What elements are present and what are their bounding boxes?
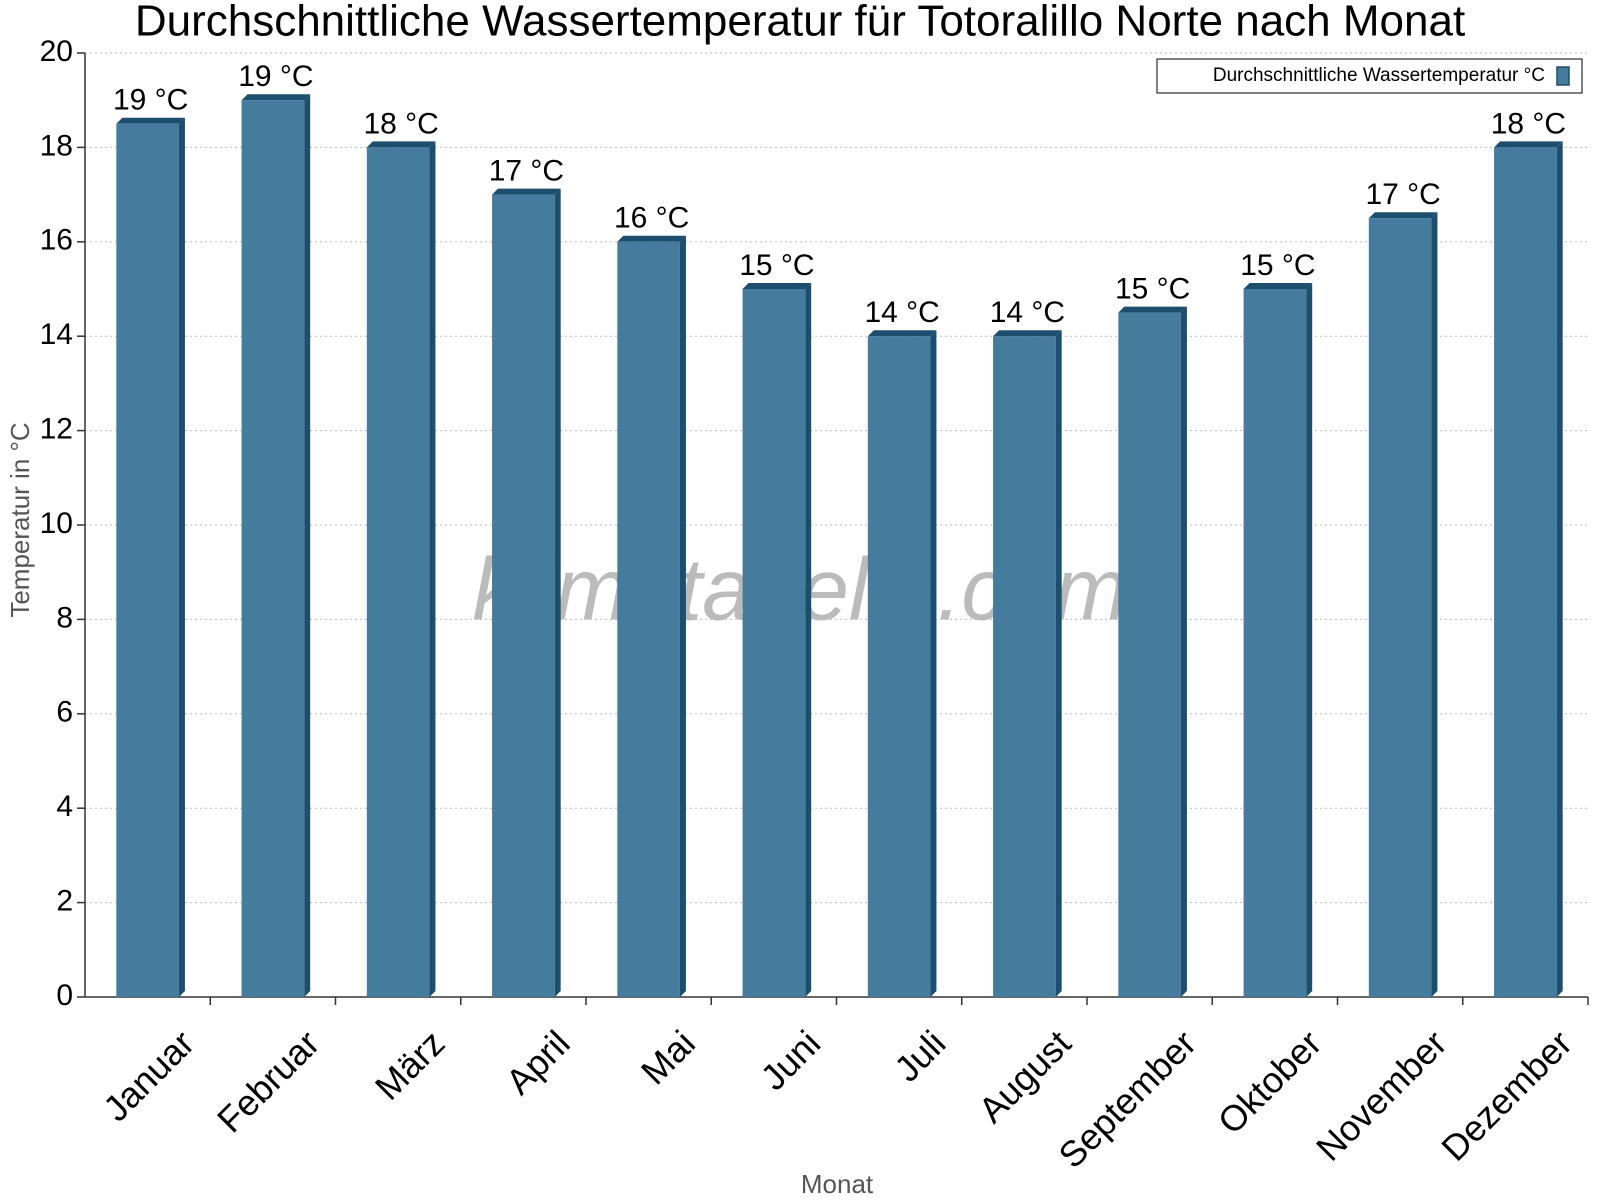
y-tick-label: 0 [56,979,73,1012]
x-axis-label: Monat [801,1169,874,1199]
bar-side [805,283,812,997]
y-tick-label: 2 [56,885,73,918]
x-tick-label: Juni [753,1022,829,1098]
bar-side [1055,330,1062,997]
bar [241,100,305,997]
x-tick-label: Mai [633,1022,703,1092]
value-label: 18 °C [1491,107,1566,140]
bar-side [679,235,686,998]
value-label: 16 °C [614,202,689,235]
y-tick-label: 18 [40,129,73,162]
x-tick-label: August [970,1022,1078,1130]
bar-side [1306,283,1313,997]
bar [1368,218,1432,997]
bar [116,123,179,998]
bar-side [1556,141,1563,997]
value-label: 14 °C [990,296,1065,329]
bar-side [554,188,561,998]
y-tick-label: 14 [40,318,73,351]
bar [742,289,806,997]
value-label: 15 °C [1115,273,1190,306]
x-tick-label: Juli [886,1022,953,1089]
y-tick-label: 10 [40,507,73,540]
value-label: 19 °C [238,60,313,93]
x-tick-label: Februar [209,1022,327,1140]
value-label: 17 °C [1365,178,1440,211]
bar [1494,147,1557,997]
y-axis-label: Temperatur in °C [5,422,35,617]
bar-side [1431,212,1438,997]
x-tick-label: April [498,1022,578,1102]
chart-title: Durchschnittliche Wassertemperatur für T… [135,0,1465,46]
bar-side [1180,306,1187,998]
bar-top [867,330,937,337]
bar-side [429,141,436,997]
bar [492,194,555,998]
bar-side [930,330,937,997]
bar [993,336,1056,997]
bar-top [742,283,812,289]
bar-top [1494,141,1563,148]
value-label: 14 °C [864,296,939,329]
y-tick-label: 12 [40,413,73,446]
bar [867,336,931,997]
x-tick-label: März [367,1022,453,1108]
bar-top [116,117,185,124]
bar-top [366,141,436,148]
bar-top [1368,212,1438,219]
x-tick-label: November [1308,1022,1454,1168]
y-tick-label: 20 [40,35,73,68]
y-tick-label: 8 [56,601,73,634]
bar-top [617,235,686,242]
bar-top [993,330,1062,337]
bar-top [492,188,561,195]
legend-label: Durchschnittliche Wassertemperatur °C [1213,65,1545,86]
value-label: 15 °C [739,249,814,282]
bar [1118,312,1181,998]
bar [366,147,430,997]
bar-side [178,117,185,998]
legend-box [1156,58,1583,94]
bar-top [241,94,311,101]
legend-swatch [1556,66,1570,86]
x-tick-label: Januar [95,1022,202,1129]
value-label: 18 °C [363,107,438,140]
bar [617,241,680,998]
bar-top [1243,283,1313,289]
bar [1243,289,1307,997]
y-tick-label: 6 [56,696,73,729]
value-label: 19 °C [113,84,188,117]
bar-side [304,94,311,997]
y-tick-label: 4 [56,790,73,823]
value-label: 17 °C [489,155,564,188]
x-tick-label: Oktober [1210,1022,1330,1142]
value-label: 15 °C [1240,249,1315,282]
bar-top [1118,306,1187,313]
x-tick-label: September [1050,1022,1204,1176]
x-tick-label: Dezember [1433,1022,1579,1168]
y-tick-label: 16 [40,224,73,257]
